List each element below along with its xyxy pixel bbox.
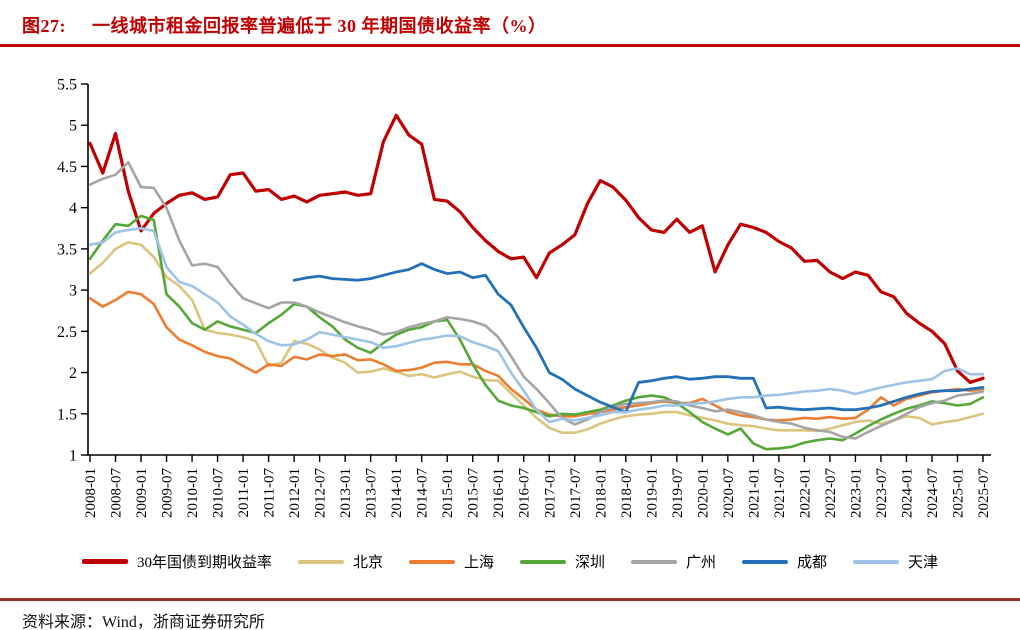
x-tick-label: 2013-07: [364, 468, 380, 518]
series-line-tianjin: [88, 227, 985, 424]
x-tick-label: 2008-07: [109, 468, 125, 518]
x-tick-label: 2017-07: [568, 468, 584, 518]
x-tick-label: 2022-01: [797, 468, 813, 518]
legend-label-shenzhen: 深圳: [574, 555, 605, 571]
x-tick-label: 2011-07: [262, 468, 278, 518]
legend-swatch-guangzhou: [631, 559, 677, 564]
x-tick-label: 2013-01: [338, 468, 354, 518]
figure-title-text: 一线城市租金回报率普遍低于 30 年期国债收益率（%）: [92, 16, 547, 36]
x-tick-label: 2023-01: [848, 468, 864, 518]
x-tick-label: 2024-07: [925, 468, 941, 518]
legend-label-guangzhou: 广州: [686, 555, 717, 571]
x-tick-label: 2025-07: [976, 468, 992, 518]
y-tick-label: 2.5: [57, 324, 77, 341]
legend-label-shanghai: 上海: [463, 555, 494, 571]
series-line-chengdu: [292, 262, 985, 414]
x-tick-label: 2015-01: [440, 468, 456, 518]
y-tick-label: 3: [69, 283, 77, 300]
series-line-shenzhen: [88, 214, 985, 451]
legend-label-bond30y: 30年国债到期收益率: [136, 555, 272, 571]
x-tick-label: 2008-01: [83, 468, 99, 518]
x-tick-label: 2020-07: [721, 468, 737, 518]
chart-area: 1 1.5 2 2.5 3 3.5 4 4.5 5 5.5 2008-01 2008-07 2009-0…: [0, 48, 1020, 548]
y-tick-label: 2: [69, 365, 77, 382]
x-tick-label: 2018-01: [593, 468, 609, 518]
y-tick-label: 4: [69, 200, 77, 217]
x-tick-label: 2024-01: [899, 468, 915, 518]
x-tick-label: 2012-07: [313, 468, 329, 518]
x-tick-label: 2009-07: [160, 468, 176, 518]
x-tick-label: 2010-07: [211, 468, 227, 518]
x-tick-label: 2014-01: [389, 468, 405, 518]
x-tick-label: 2018-07: [619, 468, 635, 518]
source-note: 资料来源：Wind，浙商证券研究所: [22, 614, 265, 630]
x-tick-label: 2025-01: [950, 468, 966, 518]
x-tick-label: 2021-07: [772, 468, 788, 518]
legend-swatch-shenzhen: [519, 559, 566, 564]
x-tick-label: 2021-01: [746, 468, 762, 518]
legend-swatch-bond30y: [81, 559, 128, 564]
footer-divider-rule: [0, 598, 1020, 601]
title-divider-rule: [0, 44, 1020, 47]
y-tick-label: 1.5: [57, 406, 77, 423]
y-tick-label: 4.5: [57, 159, 77, 176]
legend-item-shenzhen: 深圳: [519, 551, 605, 572]
legend-item-shanghai: 上海: [408, 551, 494, 572]
legend-label-tianjin: 天津: [908, 555, 939, 571]
x-tick-label: 2023-07: [874, 468, 890, 518]
legend-item-bond30y: 30年国债到期收益率: [81, 551, 272, 572]
x-tick-label: 2017-01: [542, 468, 558, 518]
series-line-beijing: [88, 241, 985, 435]
figure-number-label: 图27:: [22, 16, 66, 36]
y-tick-label: 5.5: [57, 77, 77, 94]
x-tick-label: 2016-01: [491, 468, 507, 518]
x-tick-label: 2022-07: [823, 468, 839, 518]
legend-label-beijing: 北京: [352, 555, 383, 571]
x-tick-label: 2019-07: [670, 468, 686, 518]
x-tick-label: 2016-07: [517, 468, 533, 518]
y-tick-label: 5: [69, 118, 77, 135]
series-line-bond30y: [88, 113, 985, 384]
x-tick-label: 2011-01: [236, 468, 252, 517]
legend-swatch-beijing: [297, 559, 344, 564]
legend-label-chengdu: 成都: [797, 555, 828, 571]
x-tick-label: 2009-01: [134, 468, 150, 518]
legend-swatch-shanghai: [408, 559, 455, 564]
chart-legend: 30年国债到期收益率 北京 上海 深圳 广州 成都 天津: [0, 551, 1020, 572]
legend-item-guangzhou: 广州: [631, 551, 716, 572]
x-tick-label: 2015-07: [466, 468, 482, 518]
line-chart: 1 1.5 2 2.5 3 3.5 4 4.5 5 5.5 2008-01 2008-07 2009-0…: [57, 77, 992, 519]
page-title: 图27: 一线城市租金回报率普遍低于 30 年期国债收益率（%）: [22, 12, 998, 38]
legend-swatch-chengdu: [742, 559, 789, 564]
x-tick-label: 2012-01: [287, 468, 303, 518]
y-tick-label: 3.5: [57, 241, 77, 258]
legend-item-tianjin: 天津: [853, 551, 938, 572]
x-tick-label: 2019-01: [644, 468, 660, 518]
x-tick-label: 2020-01: [695, 468, 711, 518]
x-tick-label: 2014-07: [415, 468, 431, 518]
legend-swatch-tianjin: [853, 559, 900, 564]
y-tick-label: 1: [69, 448, 77, 465]
legend-item-beijing: 北京: [297, 551, 383, 572]
series-line-guangzhou: [88, 161, 985, 440]
x-tick-label: 2010-01: [185, 468, 201, 518]
legend-item-chengdu: 成都: [742, 551, 827, 572]
